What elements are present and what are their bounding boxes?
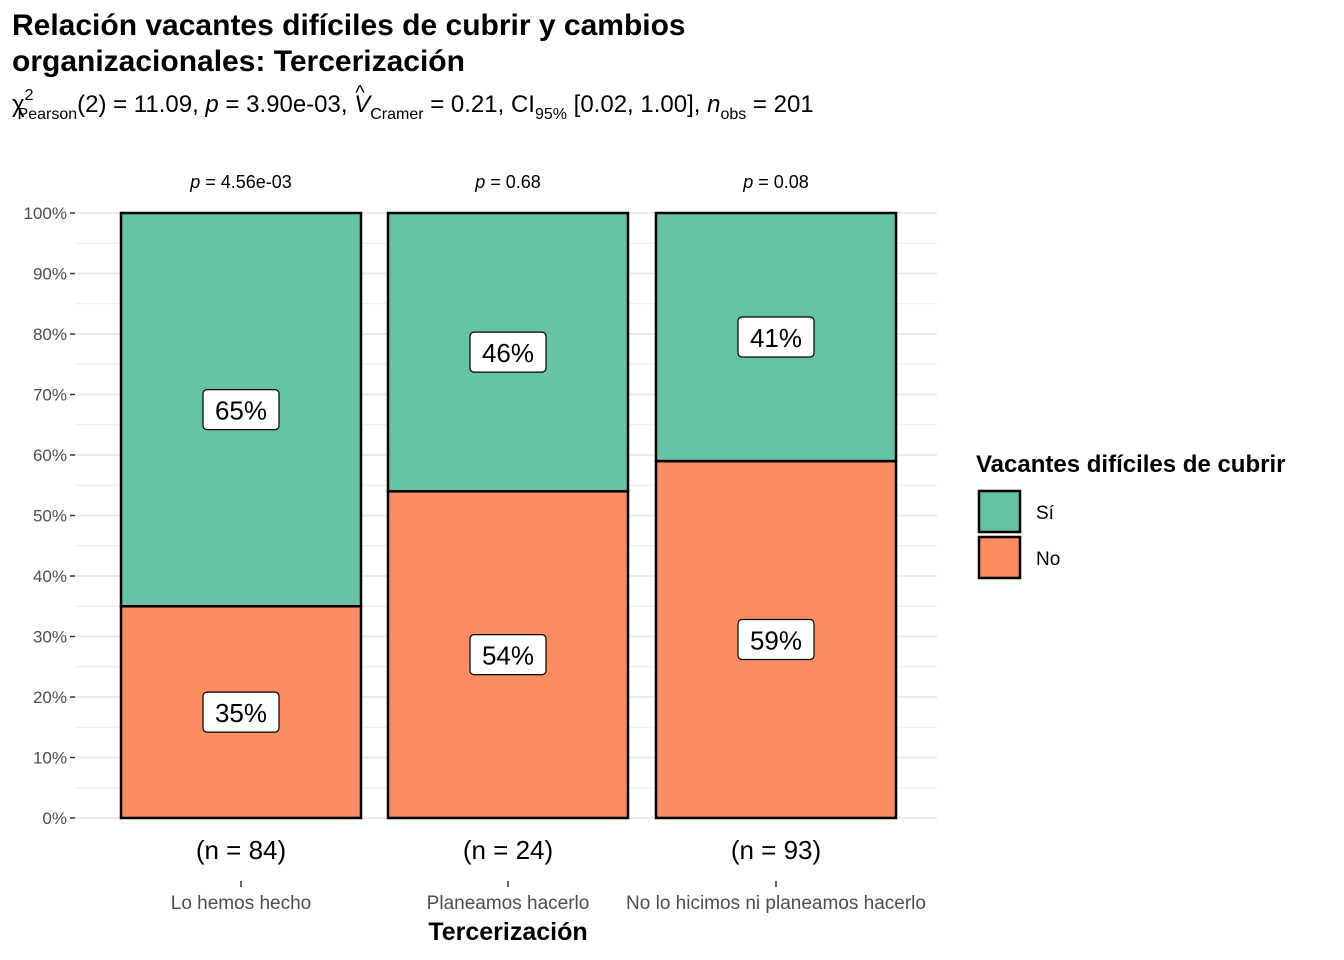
y-tick-label: 40% [33,567,67,586]
data-label-box [202,389,280,431]
bar-p-value: p = 4.56e-03 [189,172,292,192]
bar-p-value: p = 0.68 [474,172,541,192]
bar-count-label: (n = 84) [196,835,286,865]
data-label-box [737,316,815,358]
ci-value: [0.02, 1.00], [567,91,708,118]
ci-subscript: 95% [534,106,567,123]
y-axis: 0% 10% 20% 30% 40% 50% 60% 70% 80% 90% 100% [24,204,75,828]
y-tick-label: 100% [24,204,67,223]
legend-label-si: Sí [1036,503,1055,524]
data-label-box [737,618,815,661]
y-tick-label: 10% [33,749,67,768]
chart-subtitle: χ2 Pearson(2) = 11.09, p = 3.90e-03, ^ VCr… [12,82,814,123]
data-label: 35% [215,698,267,728]
x-axis: (n = 84) Lo hemos hecho (n = 24) Planeamos … [171,835,926,914]
y-tick-label: 60% [33,446,67,465]
v-value: = 0.21, CI [423,91,535,118]
data-label-box [469,331,547,373]
legend-title: Vacantes difíciles de cubrir [976,451,1285,478]
v-label: V [354,91,371,118]
data-label-box [202,691,280,733]
data-labels: 35% 65% p = 4.56e-03 54% 46% p = 0.68 59% 41% p … [189,172,815,733]
y-tick-label: 50% [33,507,67,526]
v-hat: ^ [355,82,365,104]
legend-swatch-si [977,489,1022,534]
data-label: 59% [750,626,802,656]
y-tick-label: 70% [33,386,67,405]
x-axis-title: Tercerización [428,918,587,946]
chi-superscript: 2 [24,87,34,104]
x-tick-label: Planeamos hacerlo [427,893,590,914]
y-tick-label: 0% [42,809,67,828]
chart-title: Relación vacantes difíciles de cubrir y … [12,9,686,78]
y-tick-label: 90% [33,265,67,284]
chi-value: (2) = 11.09, [77,91,206,118]
bar-count-label: (n = 93) [731,835,821,865]
legend: Vacantes difíciles de cubrir Sí No [976,451,1285,580]
chi-subscript: Pearson [17,106,78,123]
p-label: p [205,91,219,118]
data-label-box [469,634,547,676]
p-value: = 3.90e-03, [218,91,355,118]
data-label: 65% [215,396,267,426]
x-tick-label: Lo hemos hecho [171,893,312,914]
y-tick-label: 80% [33,325,67,344]
n-label: n [707,91,721,118]
y-tick-label: 20% [33,688,67,707]
n-subscript: obs [720,106,747,123]
bar-p-value: p = 0.08 [742,172,809,192]
v-subscript: Cramer [370,106,424,123]
data-label: 41% [750,323,802,353]
y-tick-label: 30% [33,628,67,647]
x-tick-label: No lo hicimos ni planeamos hacerlo [626,893,926,914]
v-symbol: ^ V [354,82,371,120]
legend-label-no: No [1036,549,1060,570]
chi-symbol: χ [12,91,25,118]
data-label: 54% [482,641,534,671]
legend-swatch-no [977,535,1022,580]
bar-count-label: (n = 24) [463,835,553,865]
data-label: 46% [482,338,534,368]
n-value: = 201 [746,91,814,118]
